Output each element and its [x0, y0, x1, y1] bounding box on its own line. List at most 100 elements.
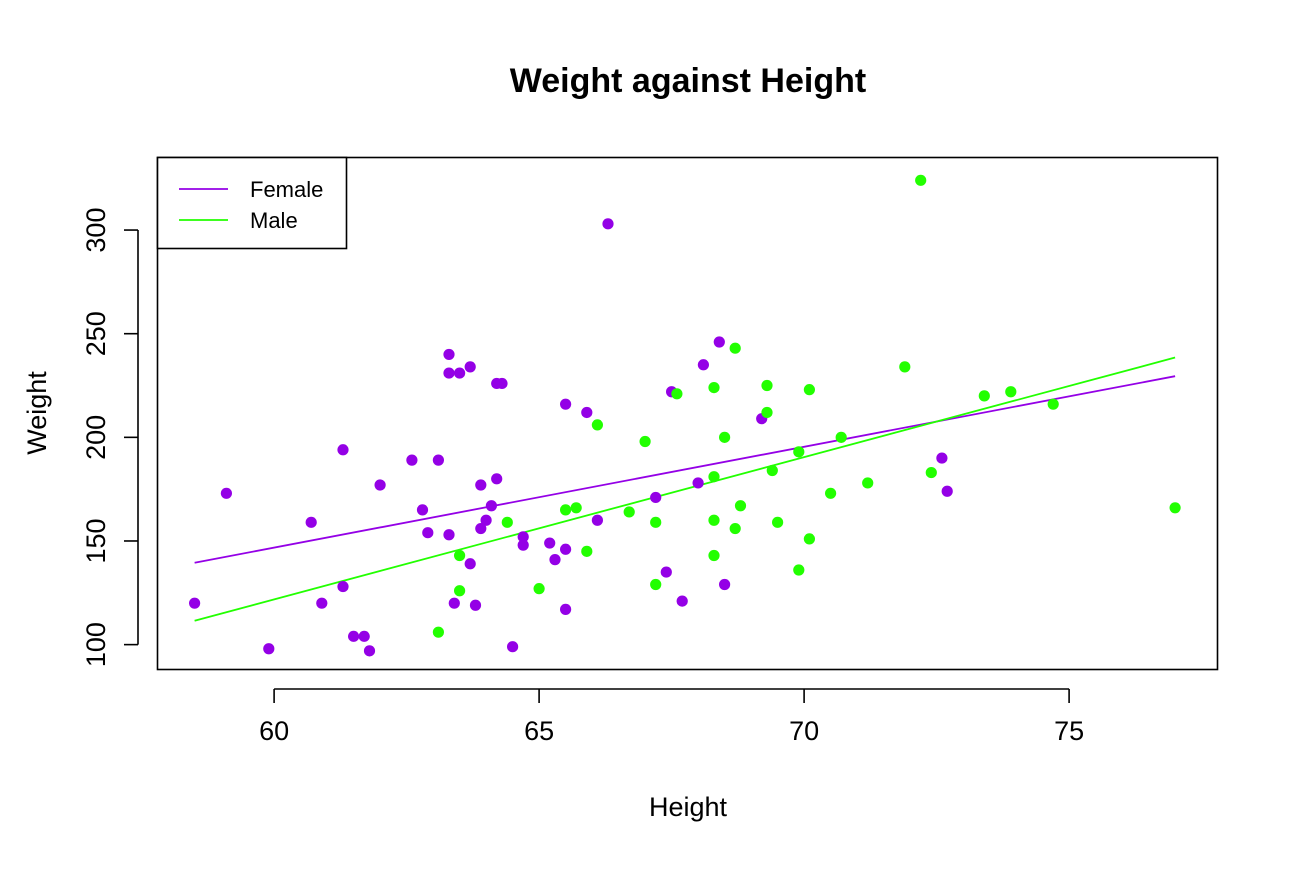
point-male: [432, 626, 444, 638]
point-male: [708, 471, 720, 483]
point-male: [650, 578, 662, 591]
legend: Female Male: [156, 156, 348, 250]
point-female: [560, 543, 572, 555]
point-male: [862, 477, 874, 489]
point-male: [835, 431, 847, 443]
point-female: [941, 485, 953, 497]
plot-frame: [156, 156, 1219, 671]
point-female: [475, 522, 487, 535]
point-female: [305, 516, 317, 528]
point-male: [1005, 386, 1017, 398]
point-female: [549, 554, 561, 566]
point-male: [766, 464, 778, 477]
point-female: [464, 558, 476, 570]
y-tick-label: 250: [81, 311, 111, 356]
point-male: [708, 381, 720, 394]
x-tick-label: 75: [1054, 716, 1084, 746]
point-female: [560, 603, 572, 615]
point-male: [925, 466, 937, 479]
data-points: [189, 174, 1181, 657]
point-male: [734, 500, 747, 512]
y-tick-label: 100: [81, 622, 111, 667]
point-male: [803, 384, 816, 396]
point-female: [432, 454, 444, 466]
point-female: [337, 444, 349, 456]
point-male: [708, 514, 720, 526]
y-tick-label: 150: [81, 518, 111, 563]
point-male: [581, 545, 593, 557]
x-tick-label: 65: [524, 716, 554, 746]
x-axis: 60 65 70 75: [259, 688, 1084, 746]
point-female: [363, 645, 376, 657]
point-female: [602, 218, 614, 230]
point-female: [337, 580, 349, 593]
point-female: [650, 491, 662, 504]
point-female: [560, 398, 572, 410]
point-male: [533, 583, 545, 595]
point-female: [517, 539, 529, 551]
point-female: [189, 597, 201, 609]
point-female: [348, 630, 360, 642]
point-male: [650, 516, 662, 528]
point-female: [454, 367, 466, 379]
point-female: [406, 454, 418, 466]
fit-line-male: [194, 356, 1176, 622]
point-female: [443, 367, 455, 379]
point-male: [671, 388, 683, 400]
point-female: [491, 473, 503, 485]
point-female: [581, 406, 593, 419]
point-female: [517, 531, 529, 543]
point-female: [719, 578, 731, 591]
point-male: [825, 487, 837, 499]
x-axis-label: Height: [649, 792, 728, 822]
point-female: [660, 566, 672, 578]
x-tick-label: 60: [259, 716, 289, 746]
point-male: [501, 516, 513, 528]
point-female: [469, 599, 482, 611]
point-female: [697, 359, 710, 371]
point-male: [708, 549, 720, 562]
point-female: [358, 630, 370, 642]
point-male: [591, 419, 604, 431]
y-axis: 100 150 200 250 300: [81, 208, 139, 667]
point-male: [793, 564, 805, 576]
point-female: [544, 537, 556, 549]
point-male: [1169, 502, 1181, 514]
point-male: [560, 504, 572, 516]
point-male: [623, 506, 635, 518]
point-male: [978, 390, 990, 402]
point-male: [772, 516, 784, 528]
legend-label-male: Male: [250, 208, 298, 233]
point-female: [496, 377, 508, 390]
regression-lines: [194, 356, 1176, 622]
legend-label-female: Female: [250, 177, 323, 202]
y-tick-label: 300: [81, 208, 111, 253]
point-male: [454, 585, 466, 597]
point-male: [899, 361, 911, 373]
point-female: [316, 597, 328, 609]
point-female: [485, 500, 497, 512]
y-axis-label: Weight: [22, 371, 52, 455]
point-male: [729, 522, 741, 535]
point-male: [729, 342, 741, 354]
point-male: [719, 431, 731, 443]
chart-title: Weight against Height: [510, 62, 866, 100]
point-male: [1047, 398, 1059, 410]
point-female: [422, 527, 434, 539]
point-female: [475, 479, 487, 491]
point-male: [570, 502, 582, 514]
point-female: [464, 361, 476, 373]
point-female: [591, 514, 604, 526]
legend-box: [156, 156, 348, 250]
point-female: [416, 504, 429, 516]
point-male: [761, 379, 773, 392]
point-female: [263, 643, 275, 655]
point-male: [915, 174, 927, 186]
point-female: [713, 336, 725, 348]
point-female: [374, 479, 386, 491]
point-female: [448, 597, 460, 609]
point-female: [480, 514, 492, 526]
point-male: [454, 549, 466, 562]
point-female: [676, 595, 688, 607]
